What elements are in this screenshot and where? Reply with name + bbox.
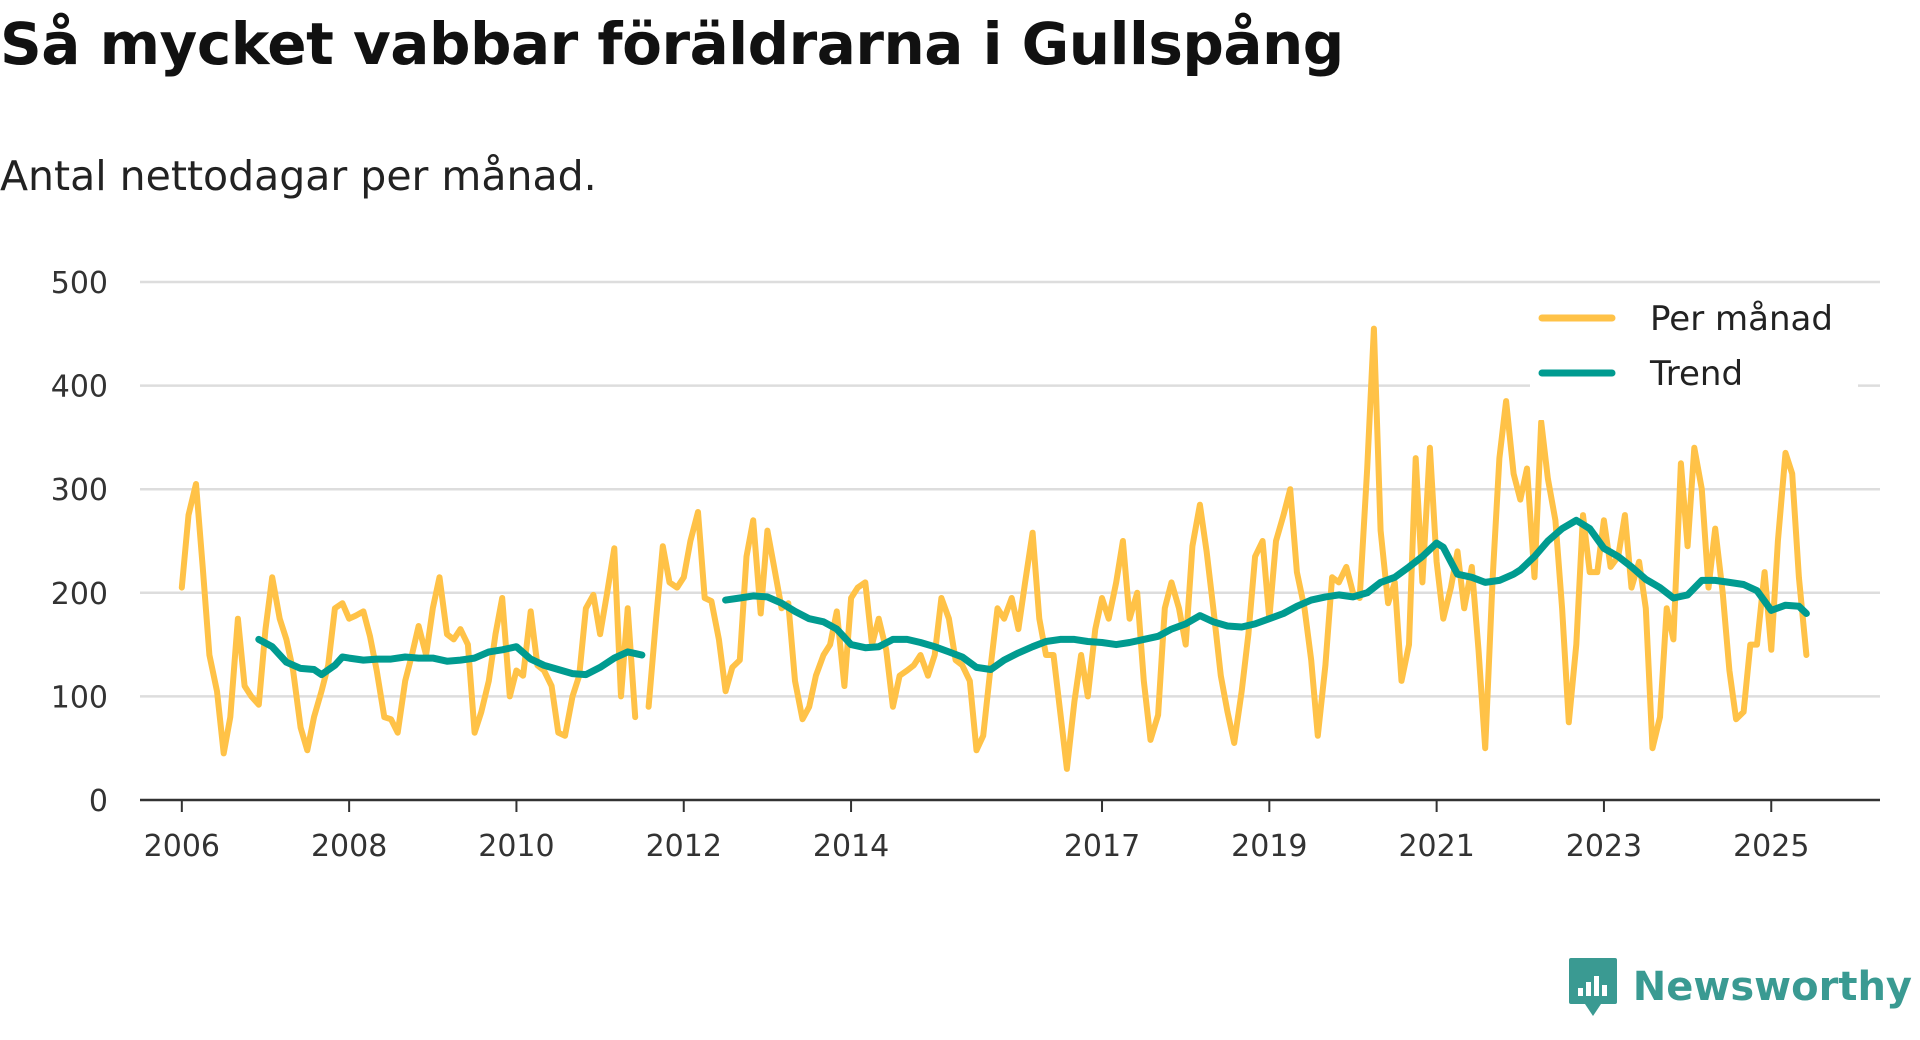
x-axis: 2006 2008 2010 2012 2014 2017 2019 2021 2023 2025 bbox=[140, 798, 1880, 864]
legend: Per månad Trend bbox=[1530, 290, 1858, 420]
x-tick-label-2012: 2012 bbox=[646, 829, 722, 864]
brand-name: Newsworthy bbox=[1632, 964, 1912, 1010]
y-tick-label-100: 100 bbox=[51, 680, 108, 715]
x-tick-label-2008: 2008 bbox=[311, 829, 387, 864]
y-tick-label-200: 200 bbox=[51, 577, 108, 612]
x-tick-label-2021: 2021 bbox=[1398, 829, 1474, 864]
chart-title: Så mycket vabbar föräldrarna i Gullspång bbox=[0, 10, 1344, 78]
data-series bbox=[178, 325, 1810, 772]
legend-background bbox=[1530, 290, 1858, 420]
x-tick-label-2006: 2006 bbox=[144, 829, 220, 864]
series-trend bbox=[255, 516, 1810, 679]
x-tick-label-2014: 2014 bbox=[813, 829, 889, 864]
legend-label-per-month: Per månad bbox=[1650, 299, 1833, 339]
series-line-per-manad-segment-1 bbox=[645, 325, 1810, 772]
series-line-trend-segment-0 bbox=[255, 635, 646, 679]
y-tick-label-0: 0 bbox=[89, 784, 108, 819]
brand-logo: Newsworthy bbox=[1567, 956, 1912, 1018]
x-tick-label-2019: 2019 bbox=[1231, 829, 1307, 864]
y-tick-label-500: 500 bbox=[51, 266, 108, 301]
y-axis-ticks: 0 100 200 300 400 500 bbox=[51, 266, 108, 819]
x-tick-label-2010: 2010 bbox=[478, 829, 554, 864]
x-tick-label-2025: 2025 bbox=[1733, 829, 1809, 864]
series-line-per-manad-segment-0 bbox=[178, 481, 639, 757]
y-tick-label-400: 400 bbox=[51, 370, 108, 405]
series-per-manad bbox=[178, 325, 1810, 772]
legend-label-trend: Trend bbox=[1649, 354, 1743, 394]
x-tick-label-2017: 2017 bbox=[1064, 829, 1140, 864]
series-line-trend-segment-1 bbox=[722, 516, 1810, 673]
y-tick-label-300: 300 bbox=[51, 473, 108, 508]
newsworthy-logo-icon bbox=[1568, 958, 1617, 1016]
chart-subtitle: Antal nettodagar per månad. bbox=[0, 152, 597, 200]
x-tick-label-2023: 2023 bbox=[1566, 829, 1642, 864]
